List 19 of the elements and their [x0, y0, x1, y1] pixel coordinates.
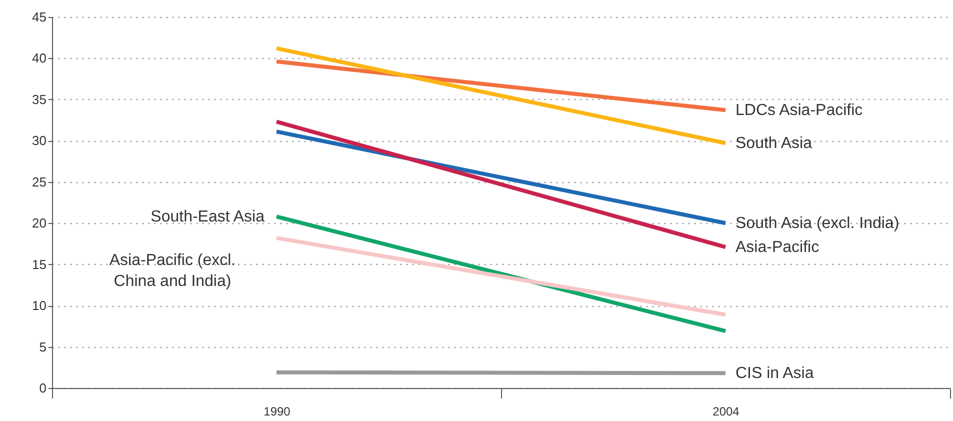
y-tick-label: 30: [32, 133, 46, 148]
series-label: South Asia: [736, 135, 812, 152]
y-tick-label: 35: [32, 92, 46, 107]
series-label: South Asia (excl. India): [736, 215, 900, 232]
text: Asia-Pacific (excl. China and India): [109, 252, 236, 290]
x-tick-label: 1990: [264, 404, 291, 418]
y-tick-label: 10: [32, 298, 46, 314]
y-tick-label: 0: [39, 380, 46, 396]
series-label: CIS in Asia: [736, 365, 814, 382]
series-label: South-East Asia: [150, 208, 265, 226]
series-label: Asia-Pacific: [736, 239, 820, 256]
y-tick-label: 15: [32, 256, 46, 272]
y-tick-label: 5: [39, 339, 46, 354]
y-tick-label: 40: [32, 50, 46, 66]
y-tick-label: 20: [32, 216, 46, 231]
x-tick-label: 2004: [712, 404, 740, 418]
y-tick-label: 45: [32, 10, 46, 24]
y-tick-label: 25: [32, 174, 46, 190]
series-label: LDCs Asia-Pacific: [736, 102, 863, 120]
